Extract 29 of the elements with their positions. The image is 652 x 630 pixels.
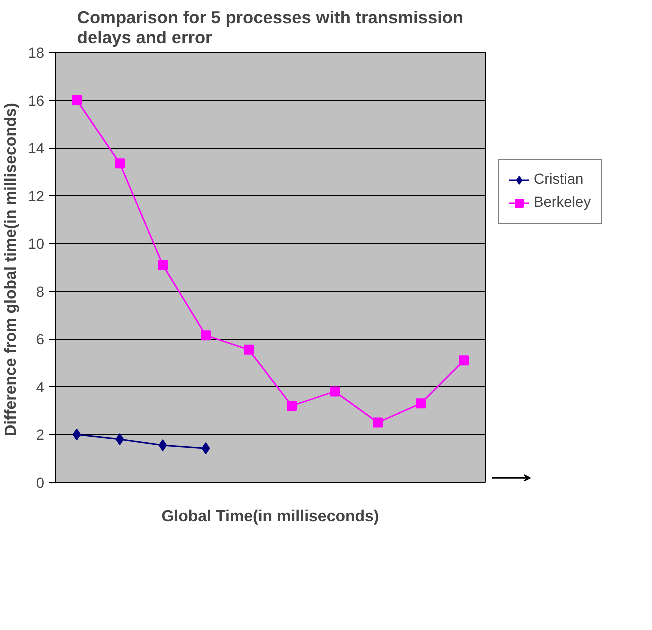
y-tick-label: 12 bbox=[28, 189, 45, 206]
y-tick-label: 14 bbox=[28, 142, 45, 158]
legend-label: Cristian bbox=[534, 172, 584, 188]
y-tick-label: 16 bbox=[28, 94, 45, 110]
y-axis-title: Difference from global time(in milliseconds) bbox=[3, 103, 20, 436]
point bbox=[244, 344, 254, 355]
y-tick-label: 4 bbox=[36, 380, 45, 396]
point bbox=[373, 418, 383, 428]
point bbox=[330, 386, 340, 397]
chart-title: Comparison for 5 processes with transmission delays and error bbox=[77, 8, 464, 48]
point bbox=[202, 442, 210, 455]
point bbox=[115, 158, 125, 169]
point bbox=[158, 439, 168, 452]
point bbox=[116, 434, 124, 446]
y-tick-label: 10 bbox=[28, 237, 45, 254]
y-tick-label: 2 bbox=[36, 428, 45, 444]
point bbox=[416, 398, 426, 409]
point bbox=[72, 95, 82, 106]
point bbox=[158, 260, 168, 270]
legend-label: Berkeley bbox=[534, 195, 592, 211]
point bbox=[287, 401, 297, 412]
y-tick-label: 6 bbox=[36, 332, 45, 349]
point bbox=[459, 356, 469, 366]
y-tick-label: 0 bbox=[36, 476, 45, 492]
point bbox=[72, 428, 82, 441]
x-axis-title: Global Time(in milliseconds) bbox=[162, 508, 380, 526]
y-tick-label: 18 bbox=[28, 46, 45, 62]
y-tick-label: 8 bbox=[36, 284, 45, 301]
point bbox=[201, 330, 211, 341]
